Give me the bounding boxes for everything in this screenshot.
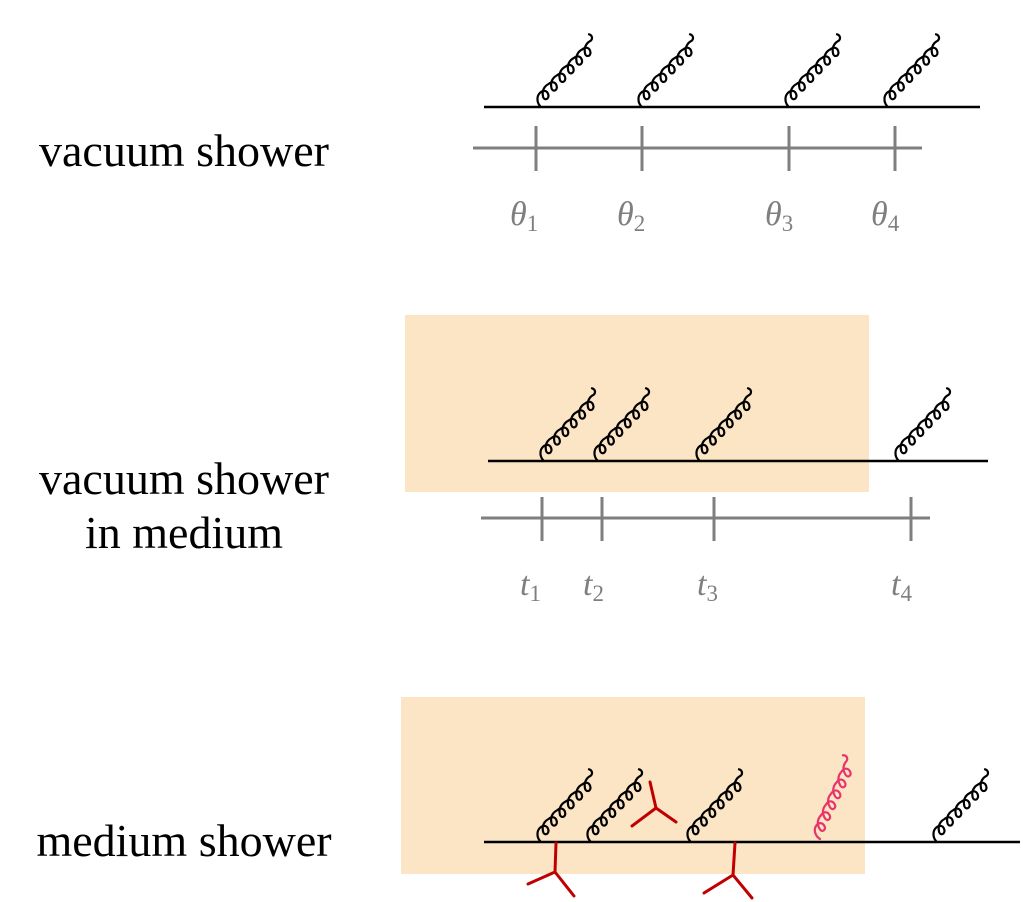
row-label-line: in medium [84, 507, 284, 558]
gluon-emission [772, 32, 854, 108]
medium-scattering [630, 780, 678, 828]
medium-region [401, 697, 865, 874]
tick-label-theta-1: θ1 [510, 196, 539, 236]
tick-label-theta-2: θ2 [617, 196, 646, 236]
gluon-emission [871, 32, 953, 108]
medium-scattering [702, 841, 754, 900]
medium-scattering [526, 841, 576, 898]
gluon-emission [524, 32, 606, 108]
gluon-emission [920, 767, 1002, 843]
row-label-line: vacuum shower [39, 453, 329, 504]
tick-label-t-3: t3 [697, 566, 718, 606]
tick-label-t-2: t2 [583, 566, 604, 606]
tick-label-theta-3: θ3 [765, 196, 794, 236]
row-label-vacuum-shower-in-medium: vacuum shower in medium [8, 452, 360, 560]
row-label-medium-shower: medium shower [36, 815, 332, 866]
tick-label-t-1: t1 [520, 566, 541, 606]
row-label-vacuum-shower: vacuum shower [39, 125, 329, 176]
gluon-emission [625, 32, 707, 108]
tick-label-theta-4: θ4 [871, 196, 900, 236]
tick-label-t-4: t4 [891, 566, 912, 606]
gluon-emission [882, 386, 964, 462]
